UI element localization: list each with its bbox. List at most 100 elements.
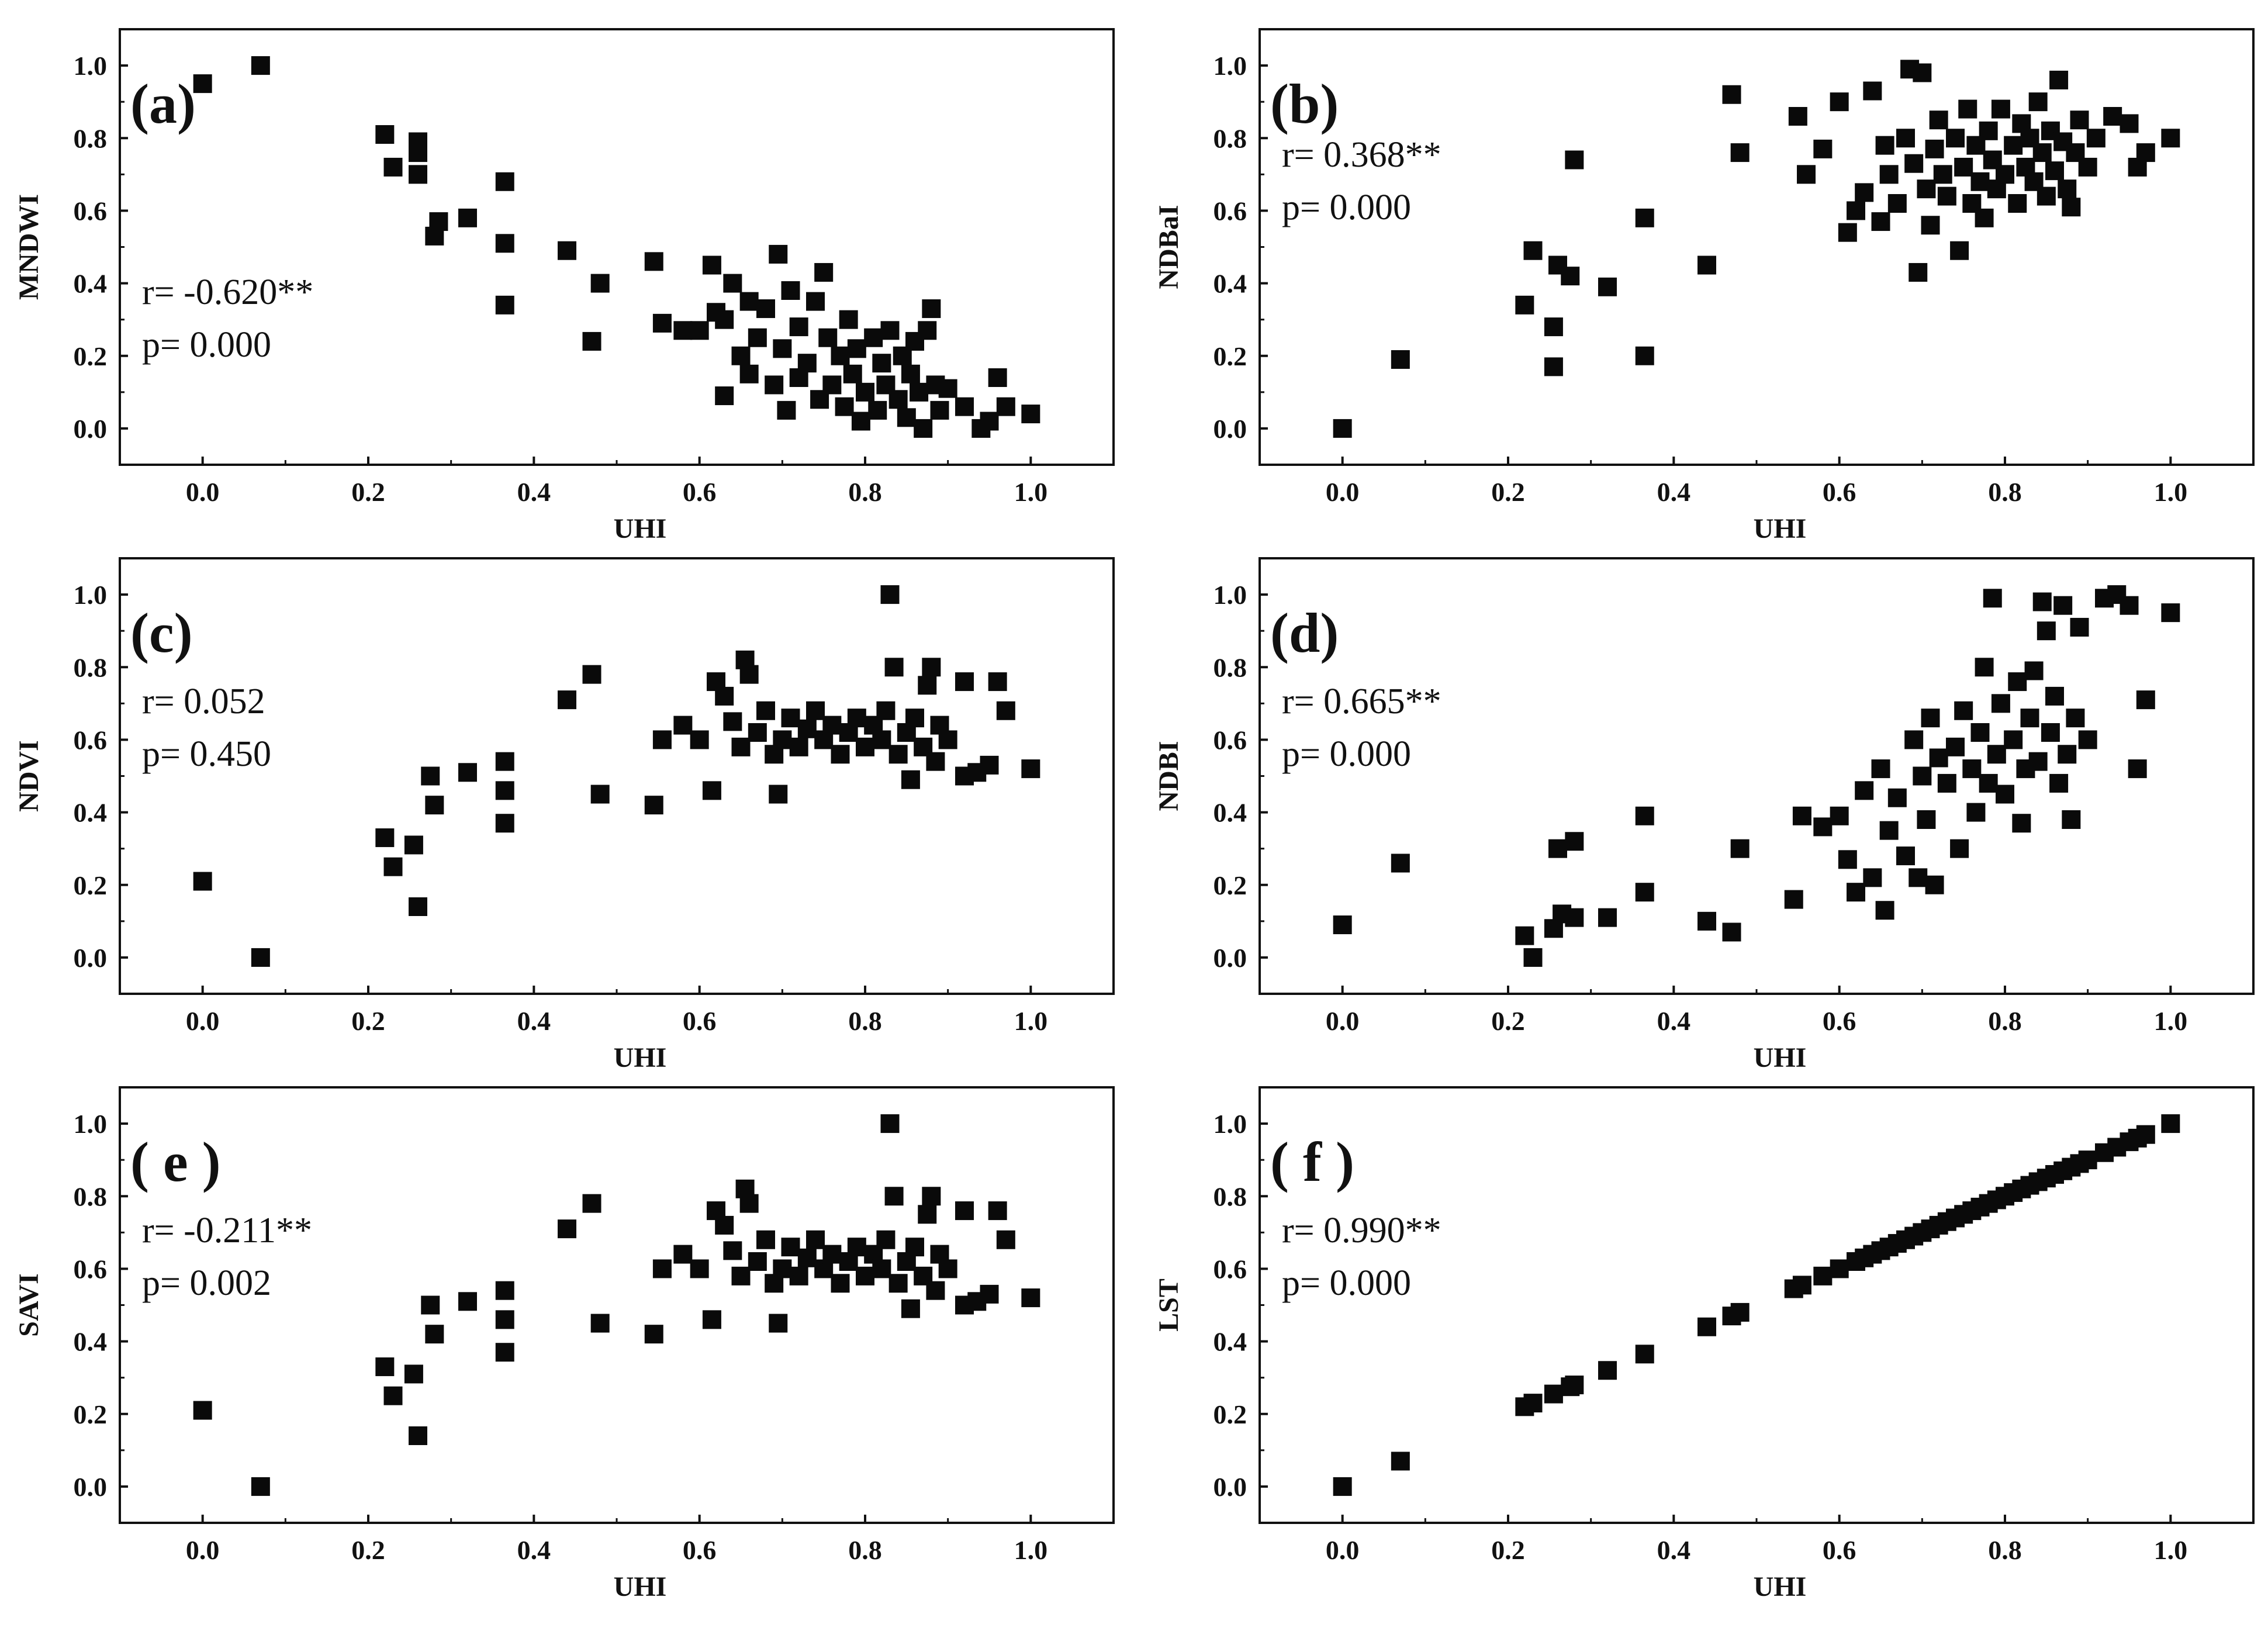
data-point [690, 730, 709, 749]
data-point [495, 295, 514, 315]
data-point [1896, 129, 1915, 148]
data-point [690, 321, 709, 340]
data-point [876, 1230, 896, 1249]
data-point [558, 241, 576, 260]
data-point [1983, 589, 2002, 608]
data-point [2020, 709, 2039, 728]
correlation-p-text: p= 0.450 [142, 734, 271, 774]
data-point [781, 1238, 800, 1257]
y-tick-label: 0.8 [1213, 1181, 1247, 1211]
data-point [495, 234, 514, 253]
data-point [1561, 267, 1580, 286]
data-point [495, 1310, 514, 1329]
data-point [375, 1357, 395, 1377]
data-point [988, 368, 1007, 387]
data-point [1391, 1452, 1410, 1471]
data-point [1544, 317, 1563, 337]
data-point [458, 208, 477, 227]
y-tick-label: 0.4 [1213, 798, 1247, 828]
data-point [884, 1187, 904, 1206]
data-point [1929, 110, 1948, 130]
data-point [582, 1194, 601, 1213]
correlation-r-text: r= 0.052 [142, 682, 265, 721]
data-point [715, 386, 734, 406]
data-point [1565, 908, 1584, 927]
y-axis-label: NDBI [1153, 741, 1184, 811]
data-point [644, 252, 663, 271]
data-point [1996, 165, 2014, 184]
data-point [996, 1230, 1015, 1249]
data-point [1523, 948, 1543, 967]
data-point [2078, 1150, 2097, 1170]
data-point [421, 766, 440, 786]
data-point [2049, 773, 2069, 793]
x-tick-label: 0.0 [186, 1006, 220, 1036]
data-point [2078, 157, 2097, 177]
x-tick-label: 0.4 [517, 1535, 551, 1565]
scatter-panel-4: 0.0 0.2 0.4 0.6 0.8 1.0 0.0 0.2 0.4 0.6 0.8 1.0 UHI N… [1153, 557, 2255, 1073]
data-point [1565, 150, 1584, 170]
data-point [2041, 723, 2060, 742]
data-point [673, 1245, 693, 1264]
x-tick-label: 0.8 [848, 477, 882, 507]
data-point [748, 723, 767, 742]
data-point [988, 1201, 1007, 1221]
x-tick-label: 0.0 [186, 477, 220, 507]
data-point [851, 412, 870, 431]
data-point [797, 1248, 817, 1267]
y-tick-label: 0.4 [74, 798, 108, 828]
data-point [409, 897, 427, 916]
data-point [715, 310, 734, 329]
x-tick-label: 0.0 [1326, 1535, 1360, 1565]
data-point [777, 400, 796, 420]
data-point [723, 274, 742, 293]
data-point [1391, 350, 1410, 369]
y-tick-label: 0.4 [1213, 269, 1247, 299]
data-point [847, 1238, 866, 1257]
y-tick-label: 0.6 [74, 1254, 108, 1284]
data-point [1544, 1384, 1563, 1404]
y-axis-label: NDVI [13, 740, 44, 812]
data-point [715, 686, 734, 706]
x-tick-label: 1.0 [2154, 1006, 2188, 1036]
y-tick-label: 0.4 [1213, 1327, 1247, 1357]
x-tick-label: 0.0 [1326, 1006, 1360, 1036]
x-axis-label: UHI [1754, 1571, 1807, 1602]
correlation-p-text: p= 0.000 [142, 325, 271, 365]
x-tick-label: 0.2 [1491, 1535, 1525, 1565]
data-point [1921, 709, 1940, 728]
y-tick-label: 1.0 [1213, 51, 1247, 81]
panel-label: (c) [130, 602, 193, 664]
data-point [773, 1259, 792, 1278]
y-tick-label: 0.0 [1213, 414, 1247, 444]
data-point [918, 676, 937, 695]
data-point [901, 364, 920, 383]
y-tick-label: 0.4 [74, 269, 108, 299]
data-point [702, 781, 721, 800]
data-point [1950, 839, 1969, 858]
correlation-r-text: r= 0.665** [1282, 682, 1441, 721]
y-tick-label: 0.2 [1213, 1399, 1247, 1429]
data-point [856, 382, 874, 402]
x-tick-label: 1.0 [1014, 1006, 1048, 1036]
y-axis-label: NDBaI [1153, 205, 1184, 289]
data-point [652, 1259, 672, 1278]
data-point [996, 397, 1015, 416]
data-point [1875, 136, 1894, 155]
x-tick-label: 0.2 [351, 1006, 385, 1036]
data-point [1975, 658, 1994, 677]
data-point [2136, 1125, 2155, 1144]
data-point [1635, 883, 1654, 902]
data-point [1875, 901, 1894, 920]
data-point [897, 408, 916, 427]
data-point [1909, 868, 1928, 887]
data-point [806, 701, 825, 720]
data-point [2045, 161, 2064, 181]
data-point [938, 730, 957, 749]
data-point [773, 730, 792, 749]
data-point [1544, 357, 1563, 376]
data-point [1887, 194, 1907, 213]
data-point [880, 585, 900, 604]
data-point [789, 1266, 808, 1285]
data-point [2028, 92, 2048, 112]
